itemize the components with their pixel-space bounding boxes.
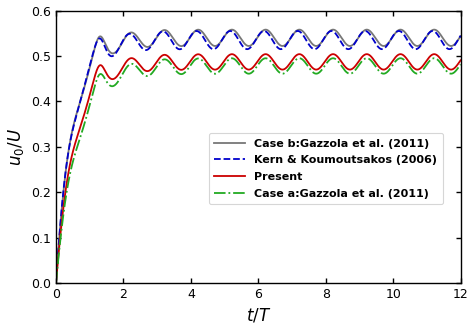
Case b:Gazzola et al. (2011) — [316, 43, 322, 47]
Present — [296, 52, 301, 56]
Kern & Koumoutsakos (2006) — [296, 29, 301, 33]
Case a:Gazzola et al. (2011) — [127, 63, 132, 67]
Case a:Gazzola et al. (2011) — [364, 56, 370, 60]
Y-axis label: $u_0/U$: $u_0/U$ — [6, 128, 26, 166]
Case a:Gazzola et al. (2011) — [458, 62, 464, 66]
Case b:Gazzola et al. (2011) — [296, 28, 301, 32]
Present — [127, 57, 132, 61]
Present — [364, 52, 370, 56]
Present — [386, 64, 392, 68]
Case b:Gazzola et al. (2011) — [364, 28, 370, 32]
X-axis label: $t/T$: $t/T$ — [246, 307, 271, 324]
Line: Present: Present — [56, 54, 461, 283]
Case b:Gazzola et al. (2011) — [386, 41, 392, 45]
Present — [355, 61, 361, 65]
Kern & Koumoutsakos (2006) — [53, 281, 59, 285]
Kern & Koumoutsakos (2006) — [386, 41, 392, 45]
Present — [53, 281, 59, 285]
Present — [316, 67, 322, 71]
Legend: Case b:Gazzola et al. (2011), Kern & Koumoutsakos (2006), Present, Case a:Gazzol: Case b:Gazzola et al. (2011), Kern & Kou… — [209, 133, 443, 204]
Case a:Gazzola et al. (2011) — [53, 281, 59, 285]
Case a:Gazzola et al. (2011) — [208, 69, 213, 73]
Case a:Gazzola et al. (2011) — [386, 69, 392, 73]
Kern & Koumoutsakos (2006) — [127, 32, 132, 36]
Case a:Gazzola et al. (2011) — [355, 65, 361, 69]
Line: Case b:Gazzola et al. (2011): Case b:Gazzola et al. (2011) — [56, 30, 461, 283]
Kern & Koumoutsakos (2006) — [458, 34, 464, 38]
Kern & Koumoutsakos (2006) — [396, 29, 402, 33]
Case b:Gazzola et al. (2011) — [208, 41, 213, 45]
Line: Case a:Gazzola et al. (2011): Case a:Gazzola et al. (2011) — [56, 58, 461, 283]
Case b:Gazzola et al. (2011) — [355, 37, 361, 41]
Present — [458, 58, 464, 62]
Present — [208, 65, 213, 69]
Case b:Gazzola et al. (2011) — [53, 281, 59, 285]
Case a:Gazzola et al. (2011) — [316, 71, 322, 75]
Line: Kern & Koumoutsakos (2006): Kern & Koumoutsakos (2006) — [56, 31, 461, 283]
Kern & Koumoutsakos (2006) — [355, 36, 361, 40]
Case b:Gazzola et al. (2011) — [458, 34, 464, 38]
Kern & Koumoutsakos (2006) — [316, 44, 322, 48]
Case a:Gazzola et al. (2011) — [296, 56, 301, 60]
Kern & Koumoutsakos (2006) — [208, 46, 213, 50]
Case b:Gazzola et al. (2011) — [127, 31, 132, 35]
